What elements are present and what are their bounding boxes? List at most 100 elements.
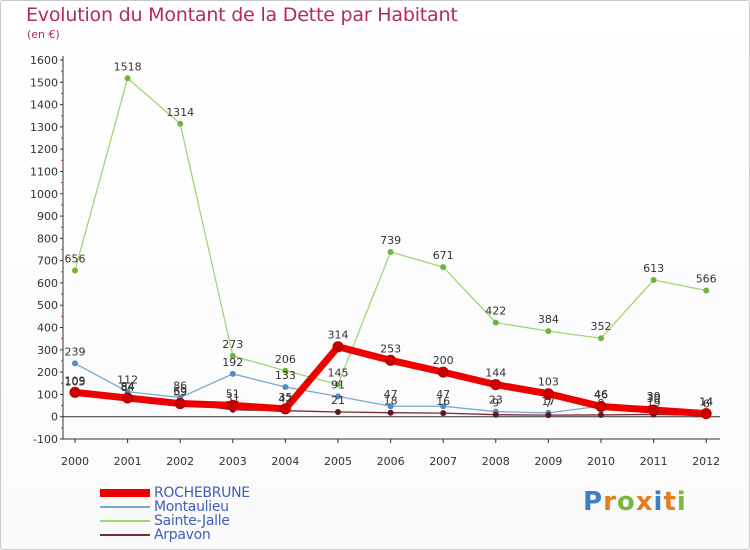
x-tick-label: 2000	[61, 455, 89, 468]
y-tick-label: 100	[37, 388, 58, 401]
y-tick-label: 1400	[30, 99, 58, 112]
data-label: 1314	[166, 106, 194, 119]
data-label: 16	[436, 395, 450, 408]
x-tick-label: 2006	[377, 455, 405, 468]
x-tick-label: 2001	[114, 455, 142, 468]
data-point	[177, 120, 184, 127]
chart-title: Evolution du Montant de la Dette par Hab…	[26, 4, 458, 26]
data-label: 46	[594, 388, 608, 401]
legend-item: Arpavon	[100, 527, 250, 543]
logo-letter: i	[653, 487, 664, 517]
data-point	[387, 248, 394, 255]
x-tick-label: 2003	[219, 455, 247, 468]
data-label: 384	[538, 313, 559, 326]
legend-item: Montaulieu	[100, 499, 250, 515]
series-line-sainte-jalle	[74, 77, 707, 386]
data-point	[335, 409, 341, 416]
data-point	[385, 354, 397, 366]
data-label: 91	[331, 378, 345, 391]
data-label: 206	[275, 353, 296, 366]
data-point	[282, 384, 289, 391]
data-point	[440, 403, 447, 410]
data-label: 84	[121, 381, 135, 394]
data-label: 671	[433, 249, 454, 262]
y-tick-label: 300	[37, 344, 58, 357]
data-point	[229, 370, 236, 377]
x-tick-label: 2011	[640, 455, 668, 468]
data-label: 273	[222, 338, 243, 351]
data-label: 145	[328, 366, 349, 379]
legend-label: Sainte-Jalle	[154, 513, 230, 529]
data-label: 253	[380, 342, 401, 355]
logo-letter: o	[616, 487, 636, 517]
data-point	[492, 319, 499, 326]
proxiti-logo: Proxiti	[583, 487, 687, 517]
data-point	[229, 352, 236, 359]
data-label: 739	[380, 234, 401, 247]
data-point	[648, 404, 660, 416]
legend-item: ROCHEBRUNE	[100, 485, 250, 501]
legend-swatch	[100, 506, 150, 508]
data-label: 51	[226, 387, 240, 400]
x-tick-label: 2008	[482, 455, 510, 468]
legend-label: ROCHEBRUNE	[154, 485, 250, 501]
data-label: 656	[65, 252, 86, 265]
x-tick-label: 2010	[587, 455, 615, 468]
data-label: 30	[647, 392, 661, 405]
data-label: 21	[331, 394, 345, 407]
data-point	[227, 399, 239, 411]
data-label: 200	[433, 354, 454, 367]
legend-item: Sainte-Jalle	[100, 513, 250, 529]
data-label: 103	[538, 376, 559, 389]
x-tick-label: 2009	[534, 455, 562, 468]
data-point	[598, 411, 604, 418]
y-tick-label: 1200	[30, 143, 58, 156]
data-label: 23	[489, 394, 503, 407]
data-point	[440, 264, 447, 271]
data-point	[69, 386, 81, 398]
data-point	[174, 398, 186, 410]
y-tick-label: 700	[37, 255, 58, 268]
data-point	[440, 410, 447, 417]
data-point	[72, 267, 78, 274]
logo-letter: r	[603, 487, 617, 517]
data-point	[492, 411, 499, 418]
data-point	[72, 360, 78, 367]
data-point	[542, 388, 554, 400]
data-label: 422	[485, 305, 506, 318]
data-label: 105	[65, 375, 86, 388]
data-label: 14	[699, 396, 713, 409]
logo-letter: i	[676, 487, 687, 517]
data-point	[279, 403, 291, 415]
data-point	[282, 367, 289, 374]
y-tick-label: 400	[37, 322, 58, 335]
legend-label: Arpavon	[154, 527, 211, 543]
data-label: 1518	[114, 60, 142, 73]
data-label: 566	[696, 273, 717, 286]
legend-swatch	[100, 520, 150, 522]
logo-letter: t	[663, 487, 677, 517]
data-point	[332, 341, 344, 353]
y-tick-label: 1000	[30, 188, 58, 201]
y-tick-label: 500	[37, 299, 58, 312]
y-tick-label: -100	[33, 433, 58, 446]
x-tick-label: 2012	[692, 455, 720, 468]
legend-label: Montaulieu	[154, 499, 229, 515]
data-label: 239	[65, 345, 86, 358]
data-label: 9	[492, 397, 499, 410]
data-point	[650, 277, 657, 284]
y-tick-label: 1300	[30, 121, 58, 134]
data-point	[437, 366, 449, 378]
y-tick-label: 600	[37, 277, 58, 290]
data-point	[387, 403, 394, 410]
x-tick-label: 2004	[271, 455, 299, 468]
y-tick-label: 800	[37, 232, 58, 245]
y-tick-label: 1500	[30, 76, 58, 89]
data-label: 69	[173, 385, 187, 398]
data-label: 6	[703, 397, 710, 410]
logo-letter: x	[635, 487, 654, 517]
data-label: 314	[328, 329, 349, 342]
data-label: 192	[222, 356, 243, 369]
legend-swatch	[100, 489, 150, 497]
